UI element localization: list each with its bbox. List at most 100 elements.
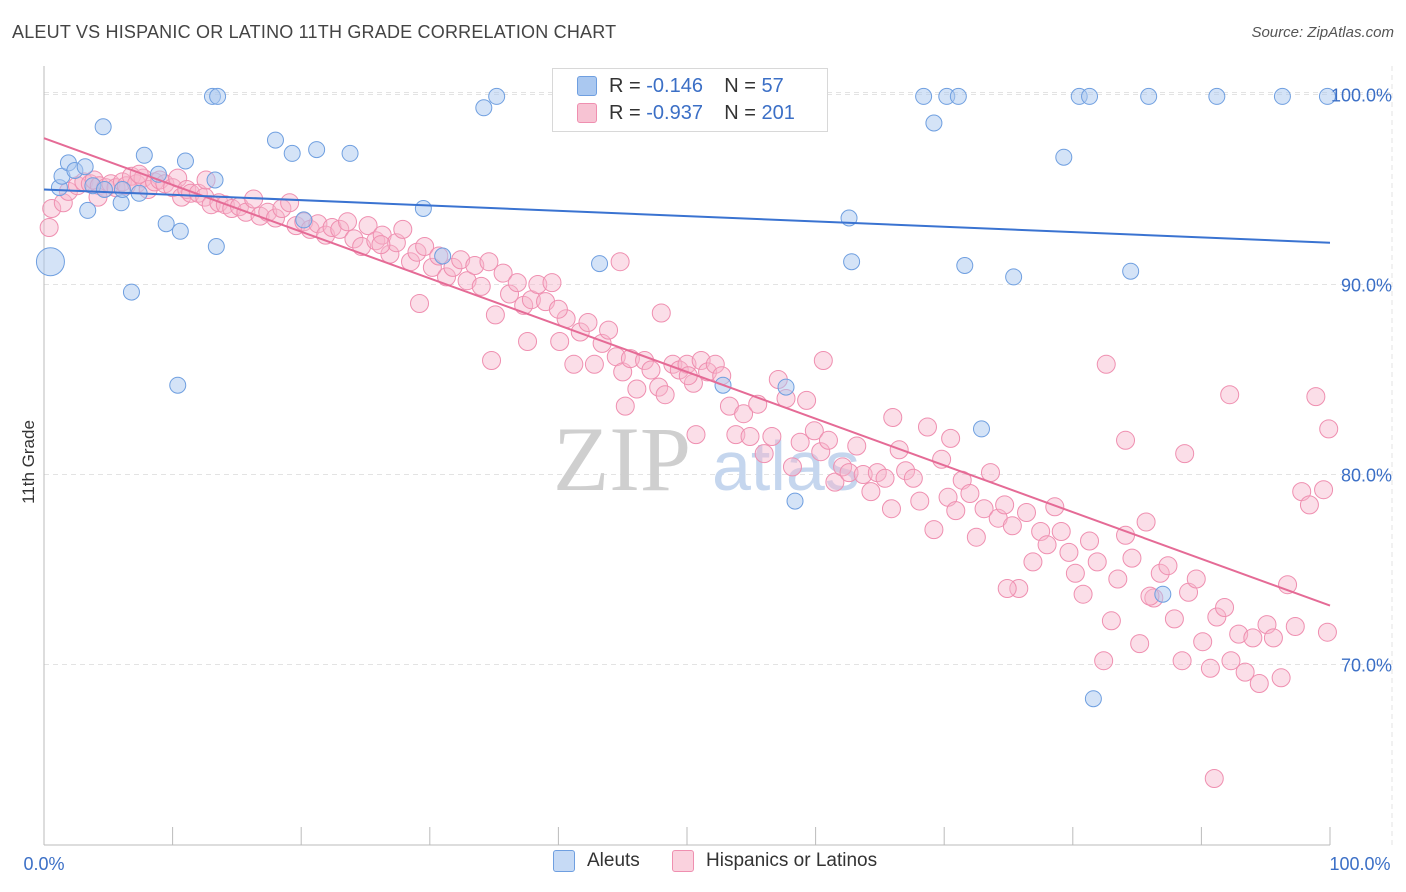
hispanic-point	[917, 417, 937, 437]
hispanic-point	[960, 484, 980, 503]
aleut-point	[35, 247, 65, 277]
hispanic-point	[627, 379, 647, 399]
hispanic-point	[924, 520, 944, 540]
hispanic-point	[811, 442, 831, 462]
hispanic-point	[337, 212, 357, 232]
hispanic-point	[1319, 419, 1339, 439]
source-label: Source: ZipAtlas.com	[1251, 24, 1394, 41]
hispanic-point	[1299, 495, 1319, 515]
hispanic-point	[39, 218, 59, 237]
y-axis-label: 11th Grade	[19, 420, 38, 504]
hispanic-point	[1263, 628, 1283, 648]
hispanic-point	[393, 219, 413, 239]
aleut-point	[915, 87, 933, 105]
hispanic-point	[1096, 354, 1116, 374]
hispanic-point	[1059, 542, 1079, 562]
aleut-trend-line	[43, 188, 1331, 244]
hispanic-point	[1130, 634, 1150, 654]
hispanic-point	[1221, 651, 1241, 671]
hispanic-point	[610, 252, 630, 272]
hispanic-point	[1186, 569, 1206, 589]
hispanic-point	[1172, 651, 1192, 671]
hispanic-point	[734, 404, 754, 424]
hispanic-point	[813, 351, 833, 370]
y-tick-label: 70.0%	[1341, 656, 1392, 676]
hispanic-point	[825, 472, 845, 492]
hispanic-point	[599, 320, 619, 340]
hispanic-point	[1229, 624, 1249, 644]
hispanic-point	[754, 444, 774, 464]
aleut-point	[176, 152, 194, 170]
hispanic-point	[500, 284, 520, 304]
hispanic-point	[847, 436, 867, 456]
hispanic-point	[896, 461, 916, 481]
hispanic-point	[482, 351, 502, 370]
hispanic-point	[1220, 385, 1240, 405]
hispanic-point	[479, 252, 499, 272]
aleut-point	[1208, 87, 1226, 105]
legend-n-value: 201	[761, 101, 795, 124]
hispanic-point	[941, 428, 961, 448]
hispanic-point	[550, 332, 570, 351]
hispanic-trend-line	[43, 137, 1331, 607]
hispanic-point	[507, 273, 527, 293]
axes	[43, 66, 1331, 846]
legend-r-label: R =	[609, 101, 641, 124]
x-tick-label: 0.0%	[23, 854, 64, 874]
hispanic-point	[258, 202, 278, 222]
grid-lines	[44, 66, 1393, 845]
hispanic-point	[1080, 531, 1100, 551]
aleut-point	[113, 181, 131, 198]
aleut-point	[171, 222, 189, 240]
hispanic-point	[129, 164, 149, 184]
hispanic-point	[691, 351, 711, 370]
tick-labels: 70.0% 80.0% 90.0% 100.0% 0.0% 100.0%	[23, 86, 1392, 875]
hispanic-point	[564, 354, 584, 374]
aleut-point	[434, 247, 452, 265]
aleut-point	[94, 118, 112, 136]
hispanic-point	[570, 322, 590, 342]
aleut-point	[972, 420, 990, 438]
hispanic-point	[1175, 444, 1195, 464]
legend-label-hispanics: Hispanics or Latinos	[706, 850, 878, 871]
trend-lines	[43, 137, 1331, 607]
aleut-point	[169, 376, 187, 394]
legend-n-label: N =	[724, 101, 756, 124]
hispanic-point	[1017, 503, 1037, 522]
legend-r-value: -0.146	[646, 74, 703, 97]
hispanic-point	[818, 430, 838, 450]
aleut-point	[308, 141, 326, 159]
hispanic-point	[974, 499, 994, 519]
aleut-point	[1318, 87, 1336, 105]
hispanic-legend-swatch	[672, 850, 694, 872]
hispanic-point	[415, 237, 435, 256]
hispanic-point	[1207, 607, 1227, 627]
aleut-point	[1122, 262, 1140, 280]
hispanic-point	[422, 257, 442, 277]
hispanic-point	[1009, 579, 1029, 598]
hispanic-point	[698, 362, 718, 382]
aleut-point	[786, 492, 804, 510]
aleut-point	[1154, 585, 1172, 603]
aleut-point	[414, 200, 432, 217]
hispanic-point	[686, 425, 706, 445]
hispanic-point	[867, 463, 887, 483]
aleut-point	[341, 144, 359, 162]
hispanic-point	[1116, 430, 1136, 450]
hispanic-point	[1136, 512, 1156, 532]
hispanic-point	[1249, 674, 1269, 693]
aleut-point	[1140, 87, 1158, 105]
hispanic-point	[1037, 535, 1057, 555]
aleut-point	[475, 99, 493, 117]
aleut-point	[283, 144, 301, 162]
hispanic-point	[839, 463, 859, 483]
hispanic-point	[946, 501, 966, 521]
legend-item-hispanics: Hispanics or Latinos	[672, 850, 877, 872]
hispanic-points	[39, 164, 1339, 788]
hispanic-point	[762, 427, 782, 446]
hispanic-point	[410, 294, 430, 313]
hispanic-point	[1002, 516, 1022, 536]
hispanic-point	[457, 271, 477, 291]
hispanic-point	[861, 482, 881, 502]
